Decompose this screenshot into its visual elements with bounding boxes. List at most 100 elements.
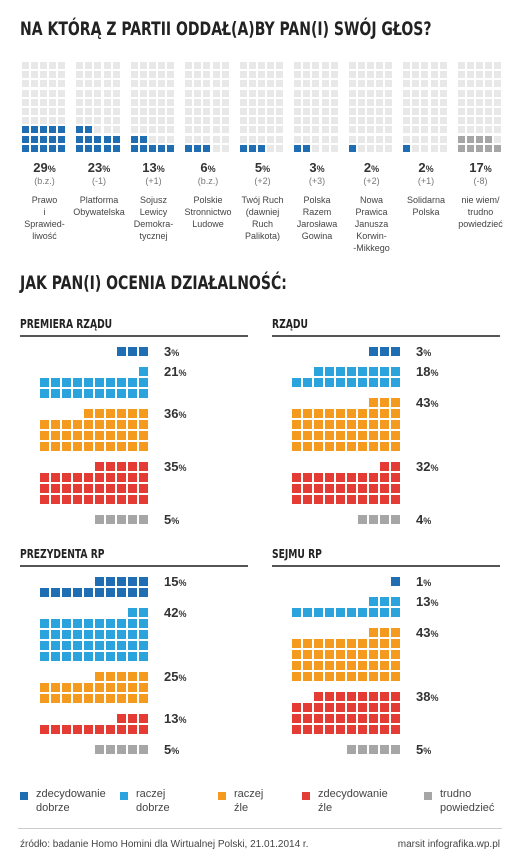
rating-square xyxy=(391,409,400,418)
party-empty-square xyxy=(239,117,247,125)
party-empty-square xyxy=(412,126,420,134)
rating-square xyxy=(139,515,148,524)
credit-note: marsit infografika.wp.pl xyxy=(397,839,500,850)
rating-square xyxy=(358,495,367,504)
party-empty-square xyxy=(494,98,502,106)
rating-square xyxy=(347,692,356,701)
rating-square xyxy=(62,641,71,650)
rating-square xyxy=(325,367,334,376)
party-value-square xyxy=(21,126,29,134)
rating-square xyxy=(40,442,49,451)
rating-square xyxy=(139,683,148,692)
party-empty-square xyxy=(421,98,429,106)
rating-square xyxy=(106,409,115,418)
rating-square xyxy=(40,641,49,650)
party-empty-square xyxy=(221,80,229,88)
party-empty-square xyxy=(139,98,147,106)
rating-square xyxy=(358,745,367,754)
rating-square xyxy=(40,683,49,692)
party-empty-square xyxy=(276,80,284,88)
party-empty-square xyxy=(85,80,93,88)
rating-square xyxy=(325,495,334,504)
party-name: Polskie Stronnictwo Ludowe xyxy=(184,195,232,229)
party-empty-square xyxy=(485,117,493,125)
party-empty-square xyxy=(112,117,120,125)
rating-square xyxy=(303,650,312,659)
party-empty-square xyxy=(494,117,502,125)
rating-percent: 4% xyxy=(416,512,432,527)
party-value-square xyxy=(139,144,147,152)
party-empty-square xyxy=(194,108,202,115)
party-empty-square xyxy=(294,108,301,115)
party-empty-square xyxy=(294,117,301,125)
party-empty-square xyxy=(30,117,38,125)
party-empty-square xyxy=(421,108,429,115)
party-column: 2% (+1) Solidarna Polska xyxy=(399,62,454,218)
party-column: 29% (b.z.) Prawo i Sprawied-liwość xyxy=(17,62,72,242)
rating-square xyxy=(303,714,312,723)
rating-square xyxy=(62,431,71,440)
rating-square xyxy=(369,473,378,482)
rating-square xyxy=(40,588,49,597)
party-empty-square xyxy=(194,135,202,143)
party-empty-square xyxy=(321,98,329,106)
party-empty-square xyxy=(321,80,329,88)
legend-label: zdecydowanie źle xyxy=(318,788,388,814)
party-empty-square xyxy=(321,108,329,115)
legend-label: raczej źle xyxy=(234,788,264,814)
rating-square xyxy=(314,378,323,387)
rating-square xyxy=(314,367,323,376)
party-empty-square xyxy=(112,108,120,115)
party-empty-square xyxy=(303,135,311,143)
party-empty-square xyxy=(239,108,247,115)
rating-square xyxy=(314,714,323,723)
party-square-grid xyxy=(457,62,504,154)
rating-square xyxy=(369,639,378,648)
party-empty-square xyxy=(276,126,284,134)
rating-square xyxy=(292,495,301,504)
rating-square xyxy=(391,495,400,504)
party-empty-square xyxy=(312,108,320,115)
rating-square xyxy=(325,431,334,440)
party-empty-square xyxy=(385,71,393,79)
party-empty-square xyxy=(312,80,320,88)
party-empty-square xyxy=(103,108,111,115)
rating-square xyxy=(336,378,345,387)
rating-square xyxy=(325,420,334,429)
party-empty-square xyxy=(439,135,447,143)
party-empty-square xyxy=(257,135,265,143)
rating-square xyxy=(106,378,115,387)
party-empty-square xyxy=(439,117,447,125)
party-empty-square xyxy=(321,71,329,79)
party-name: nie wiem/trudno powiedzieć xyxy=(458,195,503,229)
party-empty-square xyxy=(294,98,301,106)
rating-square xyxy=(117,484,126,493)
party-empty-square xyxy=(357,144,365,152)
rating-square xyxy=(106,630,115,639)
party-value-square xyxy=(203,144,211,152)
rating-square xyxy=(391,597,400,606)
rating-square xyxy=(380,639,389,648)
party-value-square xyxy=(58,144,66,152)
rating-square xyxy=(106,725,115,734)
rating-square xyxy=(51,641,60,650)
party-empty-square xyxy=(412,108,420,115)
rating-square xyxy=(380,714,389,723)
party-empty-square xyxy=(221,144,229,152)
party-name: Platforma Obywatelska xyxy=(73,195,125,217)
party-empty-square xyxy=(94,89,102,97)
rating-square xyxy=(106,652,115,661)
party-empty-square xyxy=(158,108,166,115)
party-empty-square xyxy=(421,62,429,69)
party-empty-square xyxy=(49,98,57,106)
party-empty-square xyxy=(212,126,220,134)
rating-square xyxy=(106,745,115,754)
rating-square xyxy=(325,725,334,734)
rating-square xyxy=(325,473,334,482)
party-empty-square xyxy=(294,89,301,97)
rating-square xyxy=(117,431,126,440)
party-empty-square xyxy=(21,62,29,69)
party-empty-square xyxy=(348,98,356,106)
rating-square xyxy=(369,725,378,734)
party-value-square xyxy=(49,126,57,134)
